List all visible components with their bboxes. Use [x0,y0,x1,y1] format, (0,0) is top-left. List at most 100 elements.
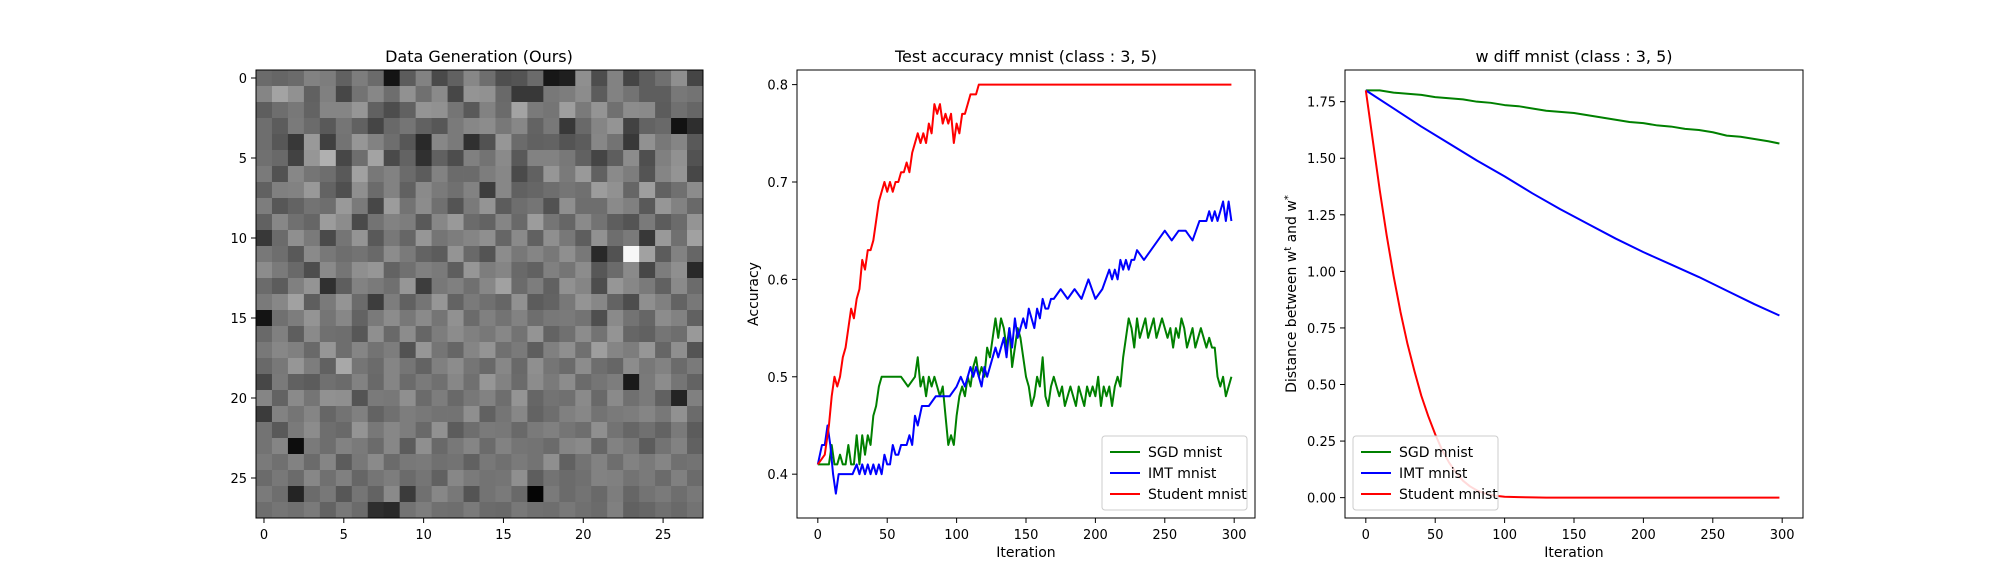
heatmap-cell [479,102,496,119]
heatmap-cell [495,422,512,439]
heatmap-cell [527,118,544,135]
heatmap-cell [559,246,576,263]
heatmap-cell [495,150,512,167]
heatmap-cell [495,198,512,215]
heatmap-cell [607,342,624,359]
heatmap-cell [511,486,528,503]
heatmap-cell [415,342,432,359]
heatmap-cell [495,70,512,87]
heatmap-cell [591,422,608,439]
legend-label: SGD mnist [1148,445,1223,461]
heatmap-cell [527,454,544,471]
heatmap-x-tick-label: 15 [495,528,512,543]
heatmap-cell [479,310,496,327]
heatmap-cell [671,470,688,487]
heatmap-cell [447,86,464,103]
heatmap-cell [575,102,592,119]
heatmap-cell [399,166,417,183]
heatmap-cell [559,438,576,455]
heatmap-cell [559,342,576,359]
heatmap-cell [607,182,624,199]
heatmap-cell [655,182,672,199]
heatmap-cell [639,326,656,343]
heatmap-cell [591,134,608,151]
heatmap-cell [367,358,385,375]
heatmap-cell [319,262,337,279]
heatmap-cell [399,342,417,359]
x-tick-label: 0 [1362,528,1370,543]
y-tick-label: 0.75 [1307,322,1336,337]
y-tick-label: 0.6 [767,273,788,288]
heatmap-cell [399,358,417,375]
heatmap-cell [527,422,544,439]
heatmap-cell [447,134,464,151]
heatmap-cell [447,166,464,183]
heatmap-cell [447,342,464,359]
heatmap-cell [271,342,289,359]
heatmap-cell [591,326,608,343]
heatmap-cell [623,70,640,87]
heatmap-cell [527,502,544,519]
heatmap-cell [447,326,464,343]
heatmap-cell [415,390,432,407]
x-tick-label: 100 [944,528,969,543]
heatmap-cell [559,326,576,343]
heatmap-cell [687,278,704,295]
heatmap-cell [575,134,592,151]
heatmap-cell [335,390,353,407]
heatmap-cell [655,454,672,471]
heatmap-cell [543,166,560,183]
accuracy-lines [816,83,1233,495]
x-tick-label: 200 [1631,528,1656,543]
heatmap-cell [511,134,528,151]
heatmap-cell [543,150,560,167]
wdiff-legend: SGD mnist IMT mnist Student mnist [1352,435,1499,511]
heatmap-cell [591,502,608,519]
heatmap-x-ticks: 0 5 10 15 20 25 [260,518,671,543]
heatmap-cell [639,294,656,311]
heatmap-cell [575,390,592,407]
heatmap-cell [335,182,353,199]
heatmap-panel: Data Generation (Ours) 0 5 10 15 20 25 0 5 10 15… [230,47,704,543]
heatmap-cell [351,262,369,279]
heatmap-cell [463,294,480,311]
heatmap-cell [495,86,512,103]
heatmap-cell [351,246,369,263]
heatmap-cell [655,262,672,279]
heatmap-cell [687,182,704,199]
heatmap-cell [319,310,337,327]
heatmap-cell [447,70,464,87]
heatmap-cell [639,198,656,215]
heatmap-cell [655,358,672,375]
heatmap-cell [495,230,512,247]
heatmap-cell [687,502,704,519]
y-tick-label: 0.4 [767,468,788,483]
heatmap-cell [351,486,369,503]
heatmap-cell [271,326,289,343]
heatmap-cell [559,278,576,295]
heatmap-cell [256,198,273,215]
heatmap-cell [319,150,337,167]
heatmap-cell [447,182,464,199]
heatmap-cell [383,150,401,167]
heatmap-cell [415,486,432,503]
heatmap-cell [655,294,672,311]
heatmap-cell [575,406,592,423]
heatmap-cell [559,118,576,135]
heatmap-cell [687,486,704,503]
heatmap-cell [271,310,289,327]
heatmap-cell [463,246,480,263]
heatmap-cell [463,374,480,391]
heatmap-cell [431,198,448,215]
heatmap-cell [591,310,608,327]
heatmap-cell [639,310,656,327]
heatmap-cell [399,326,417,343]
heatmap-cell [351,390,369,407]
heatmap-cell [351,454,369,471]
heatmap-cell [399,406,417,423]
heatmap-cell [431,230,448,247]
heatmap-cell [575,230,592,247]
heatmap-cell [367,214,385,231]
heatmap-cell [479,486,496,503]
heatmap-cell [495,278,512,295]
